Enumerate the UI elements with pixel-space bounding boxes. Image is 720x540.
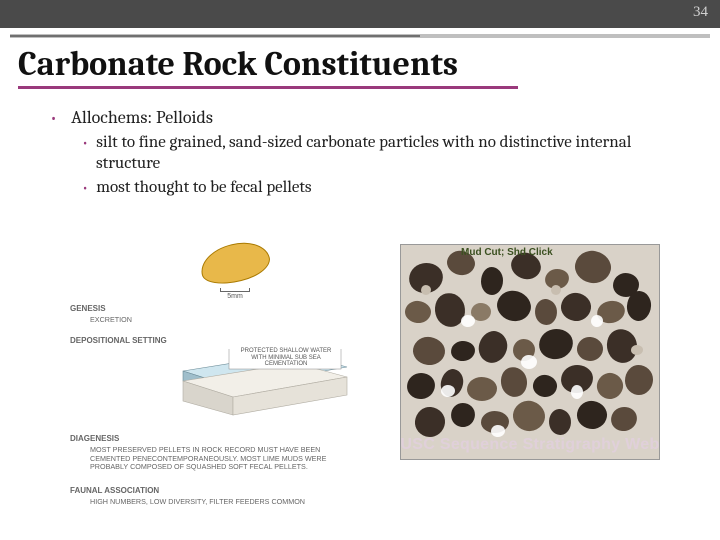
grain — [609, 405, 639, 434]
grain — [411, 334, 447, 367]
grain — [576, 336, 604, 363]
section-label-faunal: FAUNAL ASSOCIATION — [70, 486, 159, 495]
slide-title: Carbonate Rock Constituents — [18, 44, 518, 89]
genesis-text: EXCRETION — [90, 316, 132, 325]
scale-label: 5mm — [227, 293, 243, 300]
grain — [405, 371, 436, 401]
pelloid-icon — [196, 236, 273, 290]
depo-line: WITH MINIMAL SUB SEA — [251, 355, 320, 361]
grain — [521, 355, 537, 369]
bullet-level2-text: most thought to be fecal pellets — [96, 178, 311, 197]
depo-block-caption: PROTECTED SHALLOW WATER WITH MINIMAL SUB… — [233, 348, 339, 368]
slide-top-bar: 34 — [0, 0, 720, 28]
photomicrograph-canvas: Mud Cut; Shd Click — [400, 244, 660, 460]
grain — [631, 345, 643, 355]
pelloid-schematic-figure: 5mm GENESIS EXCRETION DEPOSITIONAL SETTI… — [70, 244, 370, 524]
grain — [475, 328, 511, 366]
diagenesis-text: MOST PRESERVED PELLETS IN ROCK RECORD MU… — [90, 446, 360, 472]
grain — [421, 285, 431, 295]
page-number: 34 — [693, 4, 708, 21]
grain — [509, 397, 549, 435]
grain — [449, 401, 477, 429]
grain — [461, 315, 475, 327]
grain — [498, 364, 530, 399]
credit-text: USC Sequence Stratigraphy Web — [400, 436, 660, 454]
grain — [493, 286, 535, 325]
grain — [537, 326, 576, 361]
grain — [548, 408, 573, 436]
slide-body: Allochems: Pelloids silt to fine grained… — [50, 107, 690, 198]
photomicrograph-figure: Mud Cut; Shd Click USC Sequence Stratigr… — [400, 244, 660, 460]
grain — [559, 291, 593, 323]
title-rule-inner — [10, 35, 420, 37]
bullet-level1-text: Allochems: Pelloids — [71, 107, 213, 128]
depo-line: PROTECTED SHALLOW WATER — [241, 348, 332, 354]
grain — [571, 385, 583, 399]
grain — [625, 365, 653, 395]
section-label-diagenesis: DIAGENESIS — [70, 434, 119, 443]
grain — [594, 370, 626, 402]
grain — [481, 267, 503, 295]
grain — [575, 399, 609, 432]
grain — [551, 285, 561, 295]
bullet-level2: most thought to be fecal pellets — [68, 177, 690, 198]
grain — [534, 298, 559, 326]
grain — [414, 406, 447, 439]
faunal-text: HIGH NUMBERS, LOW DIVERSITY, FILTER FEED… — [90, 498, 360, 507]
photomicrograph-caption: Mud Cut; Shd Click — [461, 247, 553, 258]
bullet-level2: silt to fine grained, sand-sized carbona… — [68, 132, 690, 175]
grain — [467, 377, 497, 401]
depo-line: CEMENTATION — [265, 361, 308, 367]
grain — [404, 300, 432, 325]
grain — [450, 340, 475, 362]
grain — [532, 373, 559, 398]
section-label-genesis: GENESIS — [70, 304, 106, 313]
figure-row: 5mm GENESIS EXCRETION DEPOSITIONAL SETTI… — [70, 244, 690, 530]
section-label-depo: DEPOSITIONAL SETTING — [70, 336, 167, 345]
scale-bar: 5mm — [220, 288, 250, 300]
bullet-level2-text: silt to fine grained, sand-sized carbona… — [96, 133, 631, 173]
grain — [441, 385, 455, 397]
grain — [572, 248, 614, 287]
grain — [626, 290, 652, 322]
bullet-level1: Allochems: Pelloids silt to fine grained… — [50, 107, 690, 198]
title-rule — [10, 34, 710, 38]
grain — [591, 315, 603, 327]
